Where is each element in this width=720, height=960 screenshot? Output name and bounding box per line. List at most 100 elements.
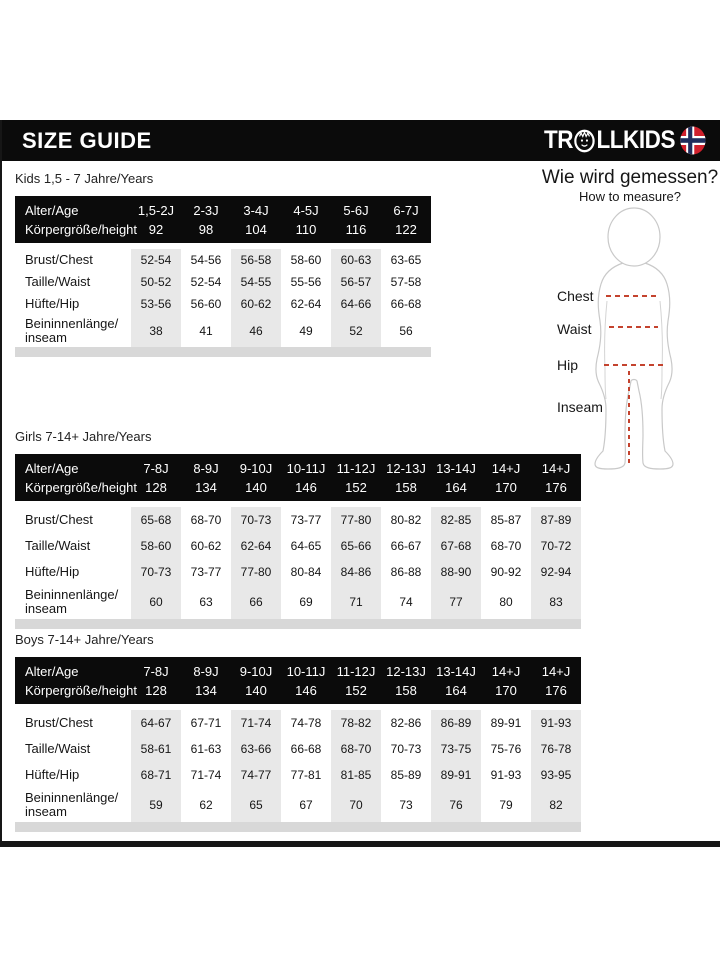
page-title: SIZE GUIDE	[22, 127, 152, 153]
row-label: Hüfte/Hip	[25, 296, 80, 311]
norway-flag-icon	[680, 126, 706, 155]
cell-value: 58-61	[131, 736, 181, 762]
cell-value: 63-66	[231, 736, 281, 762]
table-header: Alter/Age 7-8J 8-9J 9-10J 10-11J 11-12J 12-13J…	[15, 657, 581, 704]
header-value: 146	[295, 479, 317, 495]
table-footer-strip	[15, 619, 581, 629]
table-title: Girls 7-14+ Jahre/Years	[15, 429, 152, 444]
cell-value: 58-60	[290, 253, 322, 267]
header-value: 10-11J	[286, 460, 326, 476]
table-body: Brust/Chest 52-54 54-56 56-58 58-60 60-63 63-6…	[15, 249, 431, 347]
cell-value: 88-90	[431, 559, 481, 585]
cell-value: 64-67	[131, 710, 181, 736]
hip-label: Hip	[557, 357, 579, 373]
table-row: Brust/Chest 65-68 68-70 70-73 73-77 77-80 80-8…	[15, 507, 581, 533]
header-value: 176	[545, 682, 567, 698]
table-body: Brust/Chest 65-68 68-70 70-73 73-77 77-80 80-8…	[15, 507, 581, 619]
cell-value: 52-54	[131, 249, 181, 271]
header-row-heights: Körpergröße/height 128 134 140 146 152 158 164 1…	[15, 681, 581, 699]
header-value: 128	[145, 682, 167, 698]
table-body: Brust/Chest 64-67 67-71 71-74 74-78 78-82 82-8…	[15, 710, 581, 822]
row-label: Brust/Chest	[25, 715, 93, 730]
cell-value: 64-65	[290, 539, 322, 553]
header-row-heights: Körpergröße/height 128 134 140 146 152 158 164 1…	[15, 478, 581, 496]
cell-value: 93-95	[531, 762, 581, 788]
cell-value: 56	[399, 324, 413, 338]
cell-value: 73	[399, 798, 413, 812]
cell-value: 67-68	[431, 533, 481, 559]
brand-text-suffix: LLKIDS	[596, 126, 676, 154]
cell-value: 41	[199, 324, 213, 338]
cell-value: 68-71	[131, 762, 181, 788]
header-label: Körpergröße/height	[25, 221, 138, 237]
cell-value: 66-67	[390, 539, 422, 553]
inseam-label: Inseam	[557, 399, 603, 415]
header-label: Alter/Age	[25, 460, 79, 476]
cell-value: 84-86	[331, 559, 381, 585]
cell-value: 73-77	[190, 565, 222, 579]
cell-value: 70-72	[531, 533, 581, 559]
cell-value: 73-75	[431, 736, 481, 762]
table-row: Beininnenlänge/ inseam 38 41 46 49 52 56	[15, 315, 431, 347]
cell-value: 69	[299, 595, 313, 609]
cell-value: 77-80	[331, 507, 381, 533]
cell-value: 71-74	[231, 710, 281, 736]
cell-value: 66	[231, 585, 281, 619]
header-label: Alter/Age	[25, 663, 79, 679]
header-value: 7-8J	[143, 460, 169, 476]
cell-value: 50-52	[131, 271, 181, 293]
cell-value: 91-93	[490, 768, 522, 782]
header-label: Alter/Age	[25, 202, 79, 218]
size-table-boys: Boys 7-14+ Jahre/Years Alter/Age 7-8J 8-9J 9…	[15, 631, 581, 832]
header-value: 116	[345, 221, 367, 237]
cell-value: 89-91	[490, 716, 522, 730]
cell-value: 79	[499, 798, 513, 812]
row-label: Taille/Waist	[25, 274, 91, 289]
table-row: Hüfte/Hip 70-73 73-77 77-80 80-84 84-86 86-88 8…	[15, 559, 581, 585]
cell-value: 65-68	[131, 507, 181, 533]
cell-value: 71-74	[190, 768, 222, 782]
cell-value: 80-82	[390, 513, 422, 527]
cell-value: 85-89	[390, 768, 422, 782]
cell-value: 70-73	[131, 559, 181, 585]
header-value: 158	[395, 479, 417, 495]
cell-value: 62-64	[231, 533, 281, 559]
cell-value: 74-77	[231, 762, 281, 788]
cell-value: 56-57	[331, 271, 381, 293]
cell-value: 67-71	[190, 716, 222, 730]
header-value: 122	[395, 221, 417, 237]
table-footer-strip	[15, 822, 581, 832]
header-value: 170	[495, 479, 517, 495]
header-value: 8-9J	[193, 663, 219, 679]
header-value: 98	[198, 221, 214, 237]
brand-text-prefix: TR	[544, 126, 574, 154]
header-value: 104	[245, 221, 267, 237]
cell-value: 54-55	[231, 271, 281, 293]
header-label: Körpergröße/height	[25, 479, 138, 495]
header-value: 152	[345, 682, 367, 698]
cell-value: 46	[231, 315, 281, 347]
waist-label: Waist	[557, 321, 592, 337]
header-value: 14+J	[541, 663, 571, 679]
cell-value: 75-76	[490, 742, 522, 756]
table-row: Beininnenlänge/ inseam 60 63 66 69 71 74 77 80 83	[15, 585, 581, 619]
cell-value: 60-62	[190, 539, 222, 553]
cell-value: 60-62	[231, 293, 281, 315]
cell-value: 59	[131, 788, 181, 822]
cell-value: 58-60	[131, 533, 181, 559]
cell-value: 85-87	[490, 513, 522, 527]
measure-title-en: How to measure?	[579, 189, 681, 204]
cell-value: 66-68	[390, 297, 422, 311]
table-title: Boys 7-14+ Jahre/Years	[15, 632, 154, 647]
table-row: Brust/Chest 52-54 54-56 56-58 58-60 60-63 63-6…	[15, 249, 431, 271]
cell-value: 77-81	[290, 768, 322, 782]
cell-value: 56-60	[190, 297, 222, 311]
cell-value: 91-93	[531, 710, 581, 736]
cell-value: 82-85	[431, 507, 481, 533]
row-label: Brust/Chest	[25, 252, 93, 267]
cell-value: 38	[131, 315, 181, 347]
cell-value: 76	[431, 788, 481, 822]
row-label: Hüfte/Hip	[25, 564, 80, 579]
header-value: 14+J	[491, 460, 521, 476]
